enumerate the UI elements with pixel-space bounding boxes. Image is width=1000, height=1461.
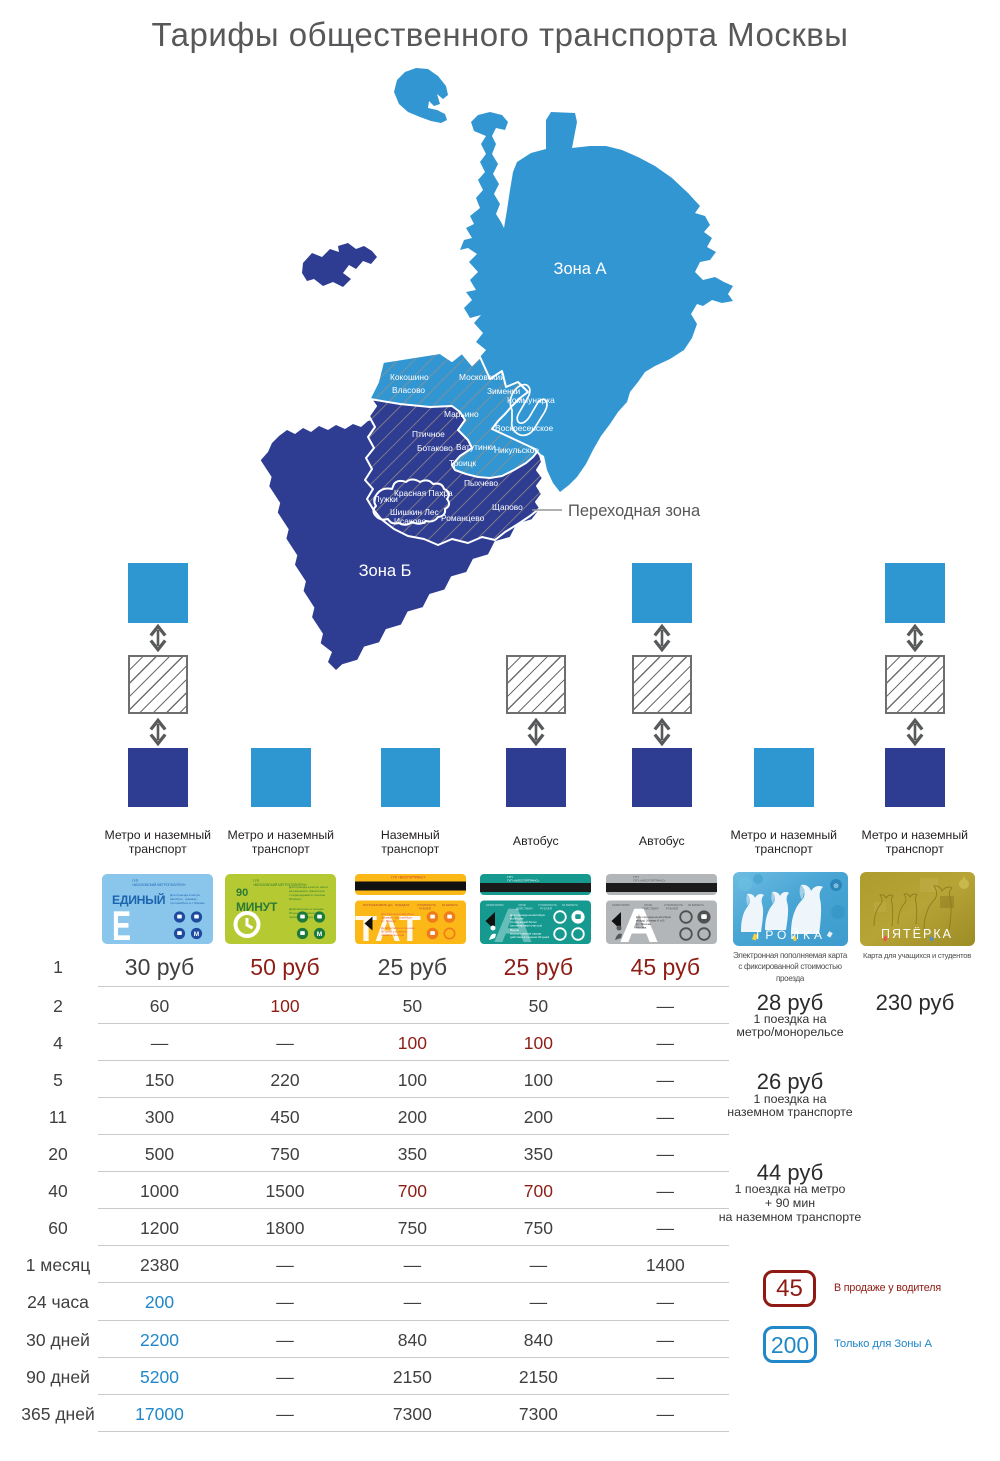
- svg-text:Действителен в течение: Действителен в течение: [381, 926, 415, 930]
- svg-text:Птичное: Птичное: [412, 429, 445, 439]
- svg-text:Переходная зона: Переходная зона: [568, 502, 701, 520]
- svg-text:Зона А: Зона А: [553, 260, 606, 278]
- svg-text:Щапово: Щапово: [492, 502, 523, 512]
- svg-text:А: А: [493, 900, 533, 944]
- svg-text:с пересадками в течение: с пересадками в течение: [289, 893, 325, 897]
- svg-text:Для проезда в метро,: Для проезда в метро,: [170, 893, 201, 897]
- svg-text:действия в течение 90 дней: действия в течение 90 дней: [510, 935, 549, 939]
- svg-text:№ БИЛЕТА: № БИЛЕТА: [688, 903, 704, 907]
- svg-text:РУБЛЕЙ: РУБЛЕЙ: [419, 907, 431, 911]
- svg-text:ПОЕЗДОК: ПОЕЗДОК: [395, 903, 410, 907]
- svg-text:ГУП: ГУП: [633, 875, 639, 879]
- svg-text:всей зоне: всей зоне: [510, 917, 524, 921]
- svg-text:Пыхчево: Пыхчево: [464, 478, 498, 488]
- svg-text:⊕: ⊕: [833, 883, 839, 890]
- svg-text:Шишкин Лес: Шишкин Лес: [390, 507, 439, 517]
- svg-text:Исаково: Исаково: [394, 516, 427, 526]
- svg-text:Никульское: Никульское: [494, 445, 539, 455]
- svg-text:КАТЕГОРИЯ: КАТЕГОРИЯ: [486, 903, 503, 907]
- svg-text:Ватутинки: Ватутинки: [456, 442, 496, 452]
- svg-text:«МОСКОВСКИЙ МЕТРОПОЛИТЕН»: «МОСКОВСКИЙ МЕТРОПОЛИТЕН»: [253, 883, 307, 887]
- svg-text:ДЕЙСТВИЯ: ДЕЙСТВИЯ: [516, 907, 532, 911]
- svg-text:ГУП «МОСГОРТРАНС»: ГУП «МОСГОРТРАНС»: [507, 879, 540, 883]
- svg-text:ГУП «МОСГОРТРАНС»: ГУП «МОСГОРТРАНС»: [633, 879, 666, 883]
- svg-text:ТРОЙКА: ТРОЙКА: [754, 927, 826, 942]
- svg-text:запланирован участок): запланирован участок): [510, 924, 542, 928]
- svg-text:90: 90: [236, 887, 248, 899]
- svg-text:автобусе, трамвае,: автобусе, трамвае,: [170, 897, 198, 901]
- svg-text:«МОСКОВСКИЙ МЕТРОПОЛИТЕН»: «МОСКОВСКИЙ МЕТРОПОЛИТЕН»: [132, 883, 186, 887]
- svg-text:троллейбусе в г. Москве: троллейбусе в г. Москве: [170, 901, 205, 905]
- svg-text:M: M: [317, 931, 322, 938]
- svg-text:на наземном транспорте: на наземном транспорте: [289, 889, 325, 893]
- svg-text:Красная Пахра: Красная Пахра: [394, 488, 453, 498]
- svg-text:МИНУТ: МИНУТ: [236, 900, 278, 914]
- svg-text:Власово: Власово: [392, 385, 425, 395]
- svg-text:СТОИМОСТЬ: СТОИМОСТЬ: [417, 903, 436, 907]
- svg-text:СТОИМОСТЬ: СТОИМОСТЬ: [664, 903, 683, 907]
- svg-text:между Зонами А и Б: между Зонами А и Б: [636, 919, 665, 923]
- svg-text:ТАТ: ТАТ: [355, 908, 421, 944]
- svg-text:E: E: [112, 902, 131, 944]
- svg-text:Зименки: Зименки: [487, 386, 520, 396]
- svg-text:ГУП: ГУП: [507, 875, 513, 879]
- svg-text:ИСПОЛЬЗОВАТЬ ДО: ИСПОЛЬЗОВАТЬ ДО: [363, 903, 393, 907]
- svg-text:Коммунарка: Коммунарка: [507, 395, 555, 405]
- svg-text:ГУП «МОСГОРТРАНС»: ГУП «МОСГОРТРАНС»: [391, 876, 426, 880]
- svg-text:90 минут: 90 минут: [289, 897, 302, 901]
- svg-text:Ботаково: Ботаково: [417, 443, 453, 453]
- svg-text:Для проезда в метро и/или: Для проезда в метро и/или: [289, 885, 328, 889]
- svg-text:СТОИМОСТЬ: СТОИМОСТЬ: [538, 903, 557, 907]
- svg-text:первого прохода: первого прохода: [381, 933, 404, 937]
- svg-text:Для проезда на автобусе: Для проезда на автобусе: [510, 913, 545, 917]
- svg-text:РУБЛЕЙ: РУБЛЕЙ: [540, 907, 552, 911]
- svg-text:Воскресенское: Воскресенское: [495, 423, 553, 433]
- svg-text:№ БИЛЕТА: № БИЛЕТА: [562, 903, 578, 907]
- svg-text:Московский: Московский: [459, 372, 505, 382]
- svg-text:Марьино: Марьино: [444, 409, 479, 419]
- svg-text:Для проезда в автобусе,: Для проезда в автобусе,: [381, 912, 415, 916]
- svg-text:№ БИЛЕТА: № БИЛЕТА: [442, 903, 458, 907]
- svg-text:Зона Б: Зона Б: [359, 562, 412, 580]
- svg-text:ЕДИНЫЙ: ЕДИНЫЙ: [112, 892, 165, 907]
- svg-text:Время: Время: [510, 928, 519, 932]
- svg-text:РУБЛЕЙ: РУБЛЕЙ: [666, 907, 678, 911]
- svg-text:Для проезда на автобусе: Для проезда на автобусе: [636, 915, 671, 919]
- svg-text:А: А: [619, 900, 659, 944]
- svg-text:Кокошино: Кокошино: [390, 372, 429, 382]
- svg-text:Действителен в течение: Действителен в течение: [289, 907, 324, 911]
- svg-text:ДЕЙСТВИЯ: ДЕЙСТВИЯ: [642, 907, 658, 911]
- svg-text:в г. Москве: в г. Москве: [381, 919, 396, 923]
- svg-text:выход в малом городе: выход в малом городе: [510, 932, 542, 936]
- svg-text:СРОК: СРОК: [518, 903, 526, 907]
- svg-text:Лужки: Лужки: [374, 494, 398, 504]
- svg-text:в г. Москве: в г. Москве: [636, 922, 651, 926]
- svg-text:Троицк: Троицк: [449, 458, 476, 468]
- svg-text:трамвае, троллейбусе: трамвае, троллейбусе: [381, 916, 412, 920]
- svg-text:СРОК: СРОК: [644, 903, 652, 907]
- svg-text:Романцево: Романцево: [441, 513, 485, 523]
- svg-text:Москва: Москва: [636, 926, 647, 930]
- svg-text:90 дней с момента: 90 дней с момента: [381, 930, 408, 934]
- svg-text:КАТЕГОРИЯ: КАТЕГОРИЯ: [612, 903, 629, 907]
- svg-text:M: M: [194, 931, 199, 938]
- svg-text:(Следующий билет: (Следующий билет: [510, 920, 537, 924]
- svg-text:ГУП: ГУП: [253, 879, 260, 883]
- svg-text:ПЯТЁРКА: ПЯТЁРКА: [881, 927, 953, 941]
- svg-text:ГУП: ГУП: [132, 879, 139, 883]
